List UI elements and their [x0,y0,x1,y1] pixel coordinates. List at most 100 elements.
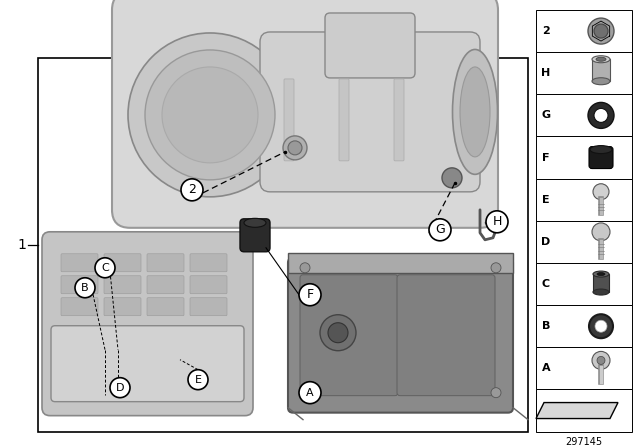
FancyBboxPatch shape [300,275,398,396]
Circle shape [299,382,321,404]
Circle shape [75,278,95,298]
FancyBboxPatch shape [104,276,141,294]
Circle shape [110,378,130,398]
Text: F: F [307,288,314,301]
FancyBboxPatch shape [42,232,253,416]
Circle shape [128,33,292,197]
Circle shape [300,263,310,273]
Text: G: G [435,223,445,236]
FancyBboxPatch shape [325,13,415,78]
Circle shape [594,24,608,38]
FancyBboxPatch shape [147,254,184,272]
Circle shape [595,320,607,332]
Circle shape [181,179,203,201]
Bar [536,263,632,305]
Circle shape [429,219,451,241]
Circle shape [594,108,608,122]
FancyBboxPatch shape [147,276,184,294]
FancyBboxPatch shape [190,254,227,272]
Text: 2: 2 [542,26,550,36]
Bar [536,305,632,347]
Circle shape [491,263,501,273]
Circle shape [288,141,302,155]
Ellipse shape [452,49,497,174]
Bar [536,10,632,52]
Circle shape [328,323,348,343]
Bar [536,347,632,389]
FancyBboxPatch shape [240,219,270,252]
Ellipse shape [592,78,610,85]
FancyBboxPatch shape [190,276,227,294]
FancyBboxPatch shape [104,298,141,316]
Bar [593,274,609,292]
FancyBboxPatch shape [288,258,513,413]
Text: A: A [541,363,550,373]
Circle shape [442,168,462,188]
Circle shape [597,357,605,364]
Bar [536,52,632,95]
Circle shape [491,388,501,398]
FancyBboxPatch shape [51,326,244,402]
Bar [536,179,632,221]
Circle shape [188,370,208,390]
Circle shape [588,18,614,44]
FancyBboxPatch shape [260,32,480,192]
Ellipse shape [460,67,490,157]
FancyBboxPatch shape [339,79,349,161]
Text: H: H [492,215,502,228]
Circle shape [592,223,610,241]
Ellipse shape [244,218,266,227]
Ellipse shape [590,146,612,154]
Bar [288,253,513,273]
Bar [536,95,632,137]
Ellipse shape [593,271,609,277]
Text: F: F [542,153,550,163]
Polygon shape [536,403,618,418]
Text: 2: 2 [188,183,196,196]
Text: H: H [541,68,550,78]
Text: C: C [101,263,109,273]
FancyBboxPatch shape [61,276,98,294]
Circle shape [299,284,321,306]
FancyBboxPatch shape [104,254,141,272]
Circle shape [300,388,310,398]
Bar [536,221,632,263]
Circle shape [145,50,275,180]
FancyBboxPatch shape [284,79,294,161]
Ellipse shape [596,57,606,61]
Text: E: E [542,195,550,205]
Text: 1: 1 [17,238,26,252]
Text: D: D [541,237,550,247]
FancyBboxPatch shape [61,254,98,272]
Circle shape [320,315,356,351]
Text: B: B [81,283,89,293]
FancyBboxPatch shape [190,298,227,316]
Text: C: C [542,279,550,289]
Bar [38,58,528,431]
Ellipse shape [592,56,610,63]
Circle shape [95,258,115,278]
Text: E: E [195,375,202,385]
Ellipse shape [597,272,605,276]
Circle shape [589,314,613,338]
Circle shape [162,67,258,163]
Text: B: B [542,321,550,331]
Bar [536,389,632,431]
FancyBboxPatch shape [61,298,98,316]
Circle shape [588,103,614,129]
Text: A: A [306,388,314,398]
FancyBboxPatch shape [394,79,404,161]
Bar [536,137,632,179]
Text: G: G [541,110,550,121]
Text: 297145: 297145 [565,437,603,447]
FancyBboxPatch shape [112,0,498,228]
Circle shape [593,184,609,200]
Circle shape [592,351,610,370]
FancyBboxPatch shape [147,298,184,316]
Ellipse shape [593,289,609,295]
Text: D: D [116,383,124,392]
Circle shape [283,136,307,160]
Bar [592,59,610,81]
FancyBboxPatch shape [397,275,495,396]
FancyBboxPatch shape [589,146,613,168]
